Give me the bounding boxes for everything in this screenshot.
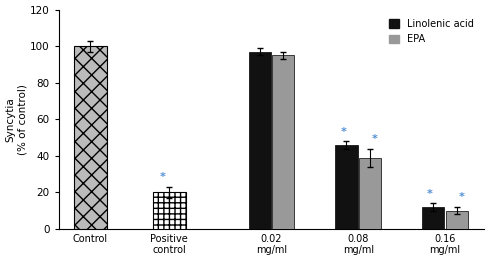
Bar xyxy=(446,211,468,229)
Bar xyxy=(152,192,186,229)
Text: *: * xyxy=(160,172,166,182)
Bar xyxy=(74,46,107,229)
Bar xyxy=(422,207,444,229)
Bar xyxy=(272,55,294,229)
Text: *: * xyxy=(341,127,346,137)
Text: *: * xyxy=(459,192,465,203)
Text: *: * xyxy=(372,134,378,144)
Y-axis label: Syncytia
(% of control): Syncytia (% of control) xyxy=(5,84,27,155)
Legend: Linolenic acid, EPA: Linolenic acid, EPA xyxy=(387,17,475,46)
Bar xyxy=(249,52,271,229)
Text: *: * xyxy=(427,189,433,199)
Bar xyxy=(359,158,381,229)
Bar xyxy=(336,145,358,229)
